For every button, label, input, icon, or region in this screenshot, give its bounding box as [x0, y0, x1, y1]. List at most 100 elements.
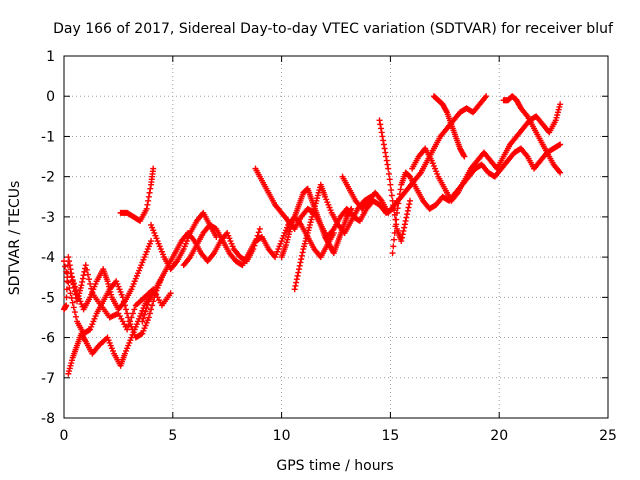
data-point [385, 170, 392, 177]
data-point [128, 314, 135, 321]
data-point [461, 153, 468, 160]
data-point [557, 169, 564, 176]
data-point [124, 310, 131, 317]
data-point [389, 197, 396, 204]
data-point [255, 229, 262, 236]
data-point [63, 302, 70, 309]
data-point [397, 186, 404, 193]
y-tick-label: 0 [46, 89, 55, 105]
data-point [383, 157, 390, 164]
y-tick-label: -3 [41, 210, 55, 226]
data-point [69, 299, 76, 306]
data-point [292, 282, 299, 289]
y-tick-label: -5 [41, 290, 55, 306]
series-track-p [61, 254, 174, 333]
data-point [298, 252, 305, 259]
x-axis-label: GPS time / hours [276, 458, 393, 474]
data-point [406, 201, 413, 208]
data-point [403, 214, 410, 221]
data-point [150, 165, 157, 172]
x-tick-label: 20 [490, 428, 508, 444]
data-point [79, 278, 86, 285]
data-point [391, 236, 398, 243]
y-tick-label: -4 [41, 250, 55, 266]
data-point [71, 284, 78, 291]
data-point [384, 161, 391, 168]
data-point [146, 310, 153, 317]
plot-frame [63, 55, 609, 419]
y-tick-label: 1 [46, 49, 55, 65]
data-point [399, 231, 406, 238]
data-point [376, 117, 383, 124]
x-tick-label: 0 [60, 428, 69, 444]
data-point [396, 191, 403, 198]
data-point [388, 192, 395, 199]
data-point [256, 225, 263, 232]
data-point [68, 274, 75, 281]
gridlines [64, 56, 608, 418]
data-point [148, 238, 155, 245]
data-point [405, 204, 412, 211]
x-tick-label: 15 [381, 428, 399, 444]
data-point [127, 318, 134, 325]
data-point [143, 205, 150, 212]
y-tick-label: -7 [41, 371, 55, 387]
data-point [70, 281, 77, 288]
data-point [399, 234, 406, 241]
data-point [395, 200, 402, 207]
data-point [86, 276, 93, 283]
data-point [379, 133, 386, 140]
data-point [144, 301, 151, 308]
series-track-m [409, 101, 564, 204]
data-point [147, 185, 154, 192]
series-track-q [278, 185, 355, 261]
data-point [131, 306, 138, 313]
data-point [381, 145, 388, 152]
data-point [71, 309, 78, 316]
data-point [296, 266, 303, 273]
data-point [139, 318, 146, 325]
data-point [124, 326, 131, 333]
data-point [78, 282, 85, 289]
data-point [142, 308, 149, 315]
data-point [394, 205, 401, 212]
data-point [67, 290, 74, 297]
series-track-n [430, 93, 468, 160]
data-point [167, 290, 174, 297]
data-point [141, 311, 148, 318]
data-point [298, 256, 305, 263]
data-point [557, 101, 564, 108]
data-point [385, 165, 392, 172]
data-point [293, 276, 300, 283]
data-point [393, 216, 400, 223]
data-point [88, 285, 95, 292]
data-point [401, 224, 408, 231]
data-point [70, 304, 77, 311]
data-point [557, 141, 564, 148]
data-point [387, 181, 394, 188]
data-point [61, 258, 67, 265]
data-point [390, 202, 397, 209]
x-tick-label: 10 [273, 428, 291, 444]
y-tick-label: -2 [41, 170, 55, 186]
data-point [83, 266, 90, 273]
axis-ticks: 0 5 10 15 20 25 -8 -7 -6 -5 -4 -3 -2 -1 0 1 [41, 49, 617, 444]
data-point [401, 221, 408, 228]
data-point [79, 275, 86, 282]
data-point [140, 315, 147, 322]
series-track-j [339, 93, 490, 216]
data-point [404, 207, 411, 214]
data-point [71, 288, 78, 295]
data-point [65, 254, 72, 261]
x-tick-label: 5 [168, 428, 177, 444]
y-tick-label: -8 [41, 411, 55, 427]
data-point [67, 266, 74, 273]
y-axis-label: SDTVAR / TECUs [7, 181, 23, 296]
data-point [380, 137, 387, 144]
data-point [66, 262, 73, 269]
data-point [82, 262, 89, 269]
data-point [63, 294, 70, 301]
chart-title: Day 166 of 2017, Sidereal Day-to-day VTE… [53, 21, 614, 37]
data-point [66, 258, 73, 265]
